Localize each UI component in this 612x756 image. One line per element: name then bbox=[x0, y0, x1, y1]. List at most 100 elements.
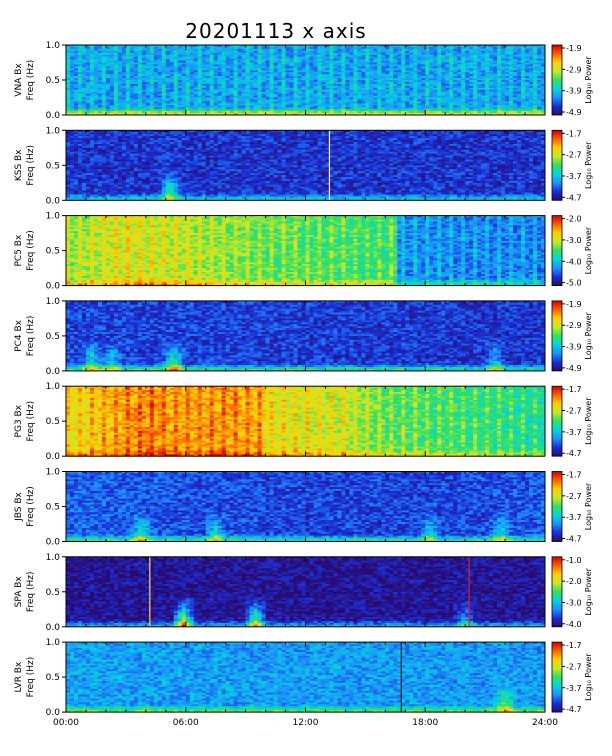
heatmap-cell bbox=[533, 57, 537, 59]
heatmap-cell bbox=[238, 70, 242, 72]
heatmap-cell bbox=[385, 49, 389, 51]
heatmap-cell bbox=[106, 80, 110, 82]
heatmap-cell bbox=[114, 78, 118, 80]
heatmap-cell bbox=[405, 84, 409, 86]
heatmap-cell bbox=[537, 70, 541, 72]
heatmap-cell bbox=[86, 53, 90, 55]
heatmap-cell bbox=[361, 55, 365, 57]
heatmap-cell bbox=[481, 84, 485, 86]
heatmap-cell bbox=[258, 111, 262, 113]
heatmap-cell bbox=[138, 86, 142, 88]
heatmap-cell bbox=[226, 74, 230, 76]
heatmap-cell bbox=[489, 80, 493, 82]
heatmap-cell bbox=[90, 171, 94, 173]
heatmap-cell bbox=[274, 74, 278, 76]
heatmap-cell bbox=[485, 84, 489, 86]
heatmap-cell bbox=[413, 59, 417, 61]
heatmap-cell bbox=[465, 109, 469, 111]
heatmap-cell bbox=[250, 105, 254, 107]
heatmap-cell bbox=[74, 80, 78, 82]
heatmap-cell bbox=[417, 103, 421, 105]
heatmap-cell bbox=[505, 47, 509, 49]
heatmap-cell bbox=[313, 98, 317, 100]
heatmap-cell bbox=[445, 80, 449, 82]
heatmap-cell bbox=[525, 109, 529, 111]
heatmap-cell bbox=[138, 96, 142, 98]
heatmap-cell bbox=[413, 68, 417, 70]
heatmap-cell bbox=[102, 138, 106, 140]
heatmap-cell bbox=[266, 74, 270, 76]
heatmap-cell bbox=[118, 194, 122, 196]
heatmap-cell bbox=[513, 68, 517, 70]
heatmap-cell bbox=[333, 94, 337, 96]
heatmap-cell bbox=[385, 109, 389, 111]
heatmap-cell bbox=[274, 61, 278, 63]
heatmap-cell bbox=[349, 63, 353, 65]
heatmap-cell bbox=[337, 49, 341, 51]
heatmap-cell bbox=[505, 51, 509, 53]
heatmap-cell bbox=[178, 63, 182, 65]
heatmap-cell bbox=[98, 152, 102, 154]
heatmap-cell bbox=[66, 90, 70, 92]
heatmap-cell bbox=[525, 57, 529, 59]
heatmap-cell bbox=[258, 70, 262, 72]
heatmap-cell bbox=[82, 169, 86, 171]
heatmap-cell bbox=[409, 57, 413, 59]
heatmap-cell bbox=[501, 64, 505, 66]
heatmap-cell bbox=[469, 59, 473, 61]
heatmap-cell bbox=[138, 109, 142, 111]
heatmap-cell bbox=[66, 132, 70, 134]
heatmap-cell bbox=[481, 82, 485, 84]
heatmap-cell bbox=[74, 53, 78, 55]
heatmap-cell bbox=[182, 61, 186, 63]
heatmap-cell bbox=[130, 146, 134, 148]
heatmap-cell bbox=[445, 64, 449, 66]
heatmap-cell bbox=[481, 99, 485, 101]
heatmap-cell bbox=[501, 76, 505, 78]
heatmap-cell bbox=[214, 66, 218, 68]
heatmap-cell bbox=[242, 94, 246, 96]
heatmap-cell bbox=[74, 136, 78, 138]
heatmap-cell bbox=[242, 101, 246, 103]
heatmap-cell bbox=[86, 169, 90, 171]
heatmap-cell bbox=[118, 101, 122, 103]
heatmap-cell bbox=[274, 86, 278, 88]
heatmap-cell bbox=[86, 92, 90, 94]
heatmap-cell bbox=[509, 66, 513, 68]
heatmap-cell bbox=[449, 63, 453, 65]
heatmap-cell bbox=[122, 92, 126, 94]
heatmap-cell bbox=[218, 63, 222, 65]
heatmap-cell bbox=[373, 51, 377, 53]
heatmap-cell bbox=[282, 103, 286, 105]
heatmap-cell bbox=[361, 59, 365, 61]
heatmap-cell bbox=[473, 70, 477, 72]
heatmap-cell bbox=[258, 72, 262, 74]
heatmap-cell bbox=[449, 84, 453, 86]
heatmap-cell bbox=[66, 179, 70, 181]
heatmap-cell bbox=[170, 82, 174, 84]
heatmap-cell bbox=[461, 72, 465, 74]
heatmap-cell bbox=[70, 63, 74, 65]
heatmap-cell bbox=[377, 51, 381, 53]
heatmap-cell bbox=[106, 181, 110, 183]
heatmap-cell bbox=[78, 158, 82, 160]
heatmap-cell bbox=[94, 82, 98, 84]
heatmap-cell bbox=[381, 92, 385, 94]
heatmap-cell bbox=[373, 80, 377, 82]
heatmap-cell bbox=[429, 82, 433, 84]
heatmap-cell bbox=[429, 105, 433, 107]
heatmap-cell bbox=[94, 150, 98, 152]
heatmap-cell bbox=[262, 94, 266, 96]
heatmap-cell bbox=[234, 55, 238, 57]
heatmap-cell bbox=[461, 57, 465, 59]
heatmap-cell bbox=[521, 99, 525, 101]
heatmap-cell bbox=[254, 55, 258, 57]
heatmap-cell bbox=[158, 76, 162, 78]
heatmap-cell bbox=[381, 55, 385, 57]
heatmap-cell bbox=[118, 142, 122, 144]
heatmap-cell bbox=[373, 86, 377, 88]
heatmap-cell bbox=[429, 64, 433, 66]
heatmap-cell bbox=[106, 70, 110, 72]
heatmap-cell bbox=[194, 66, 198, 68]
heatmap-cell bbox=[134, 59, 138, 61]
